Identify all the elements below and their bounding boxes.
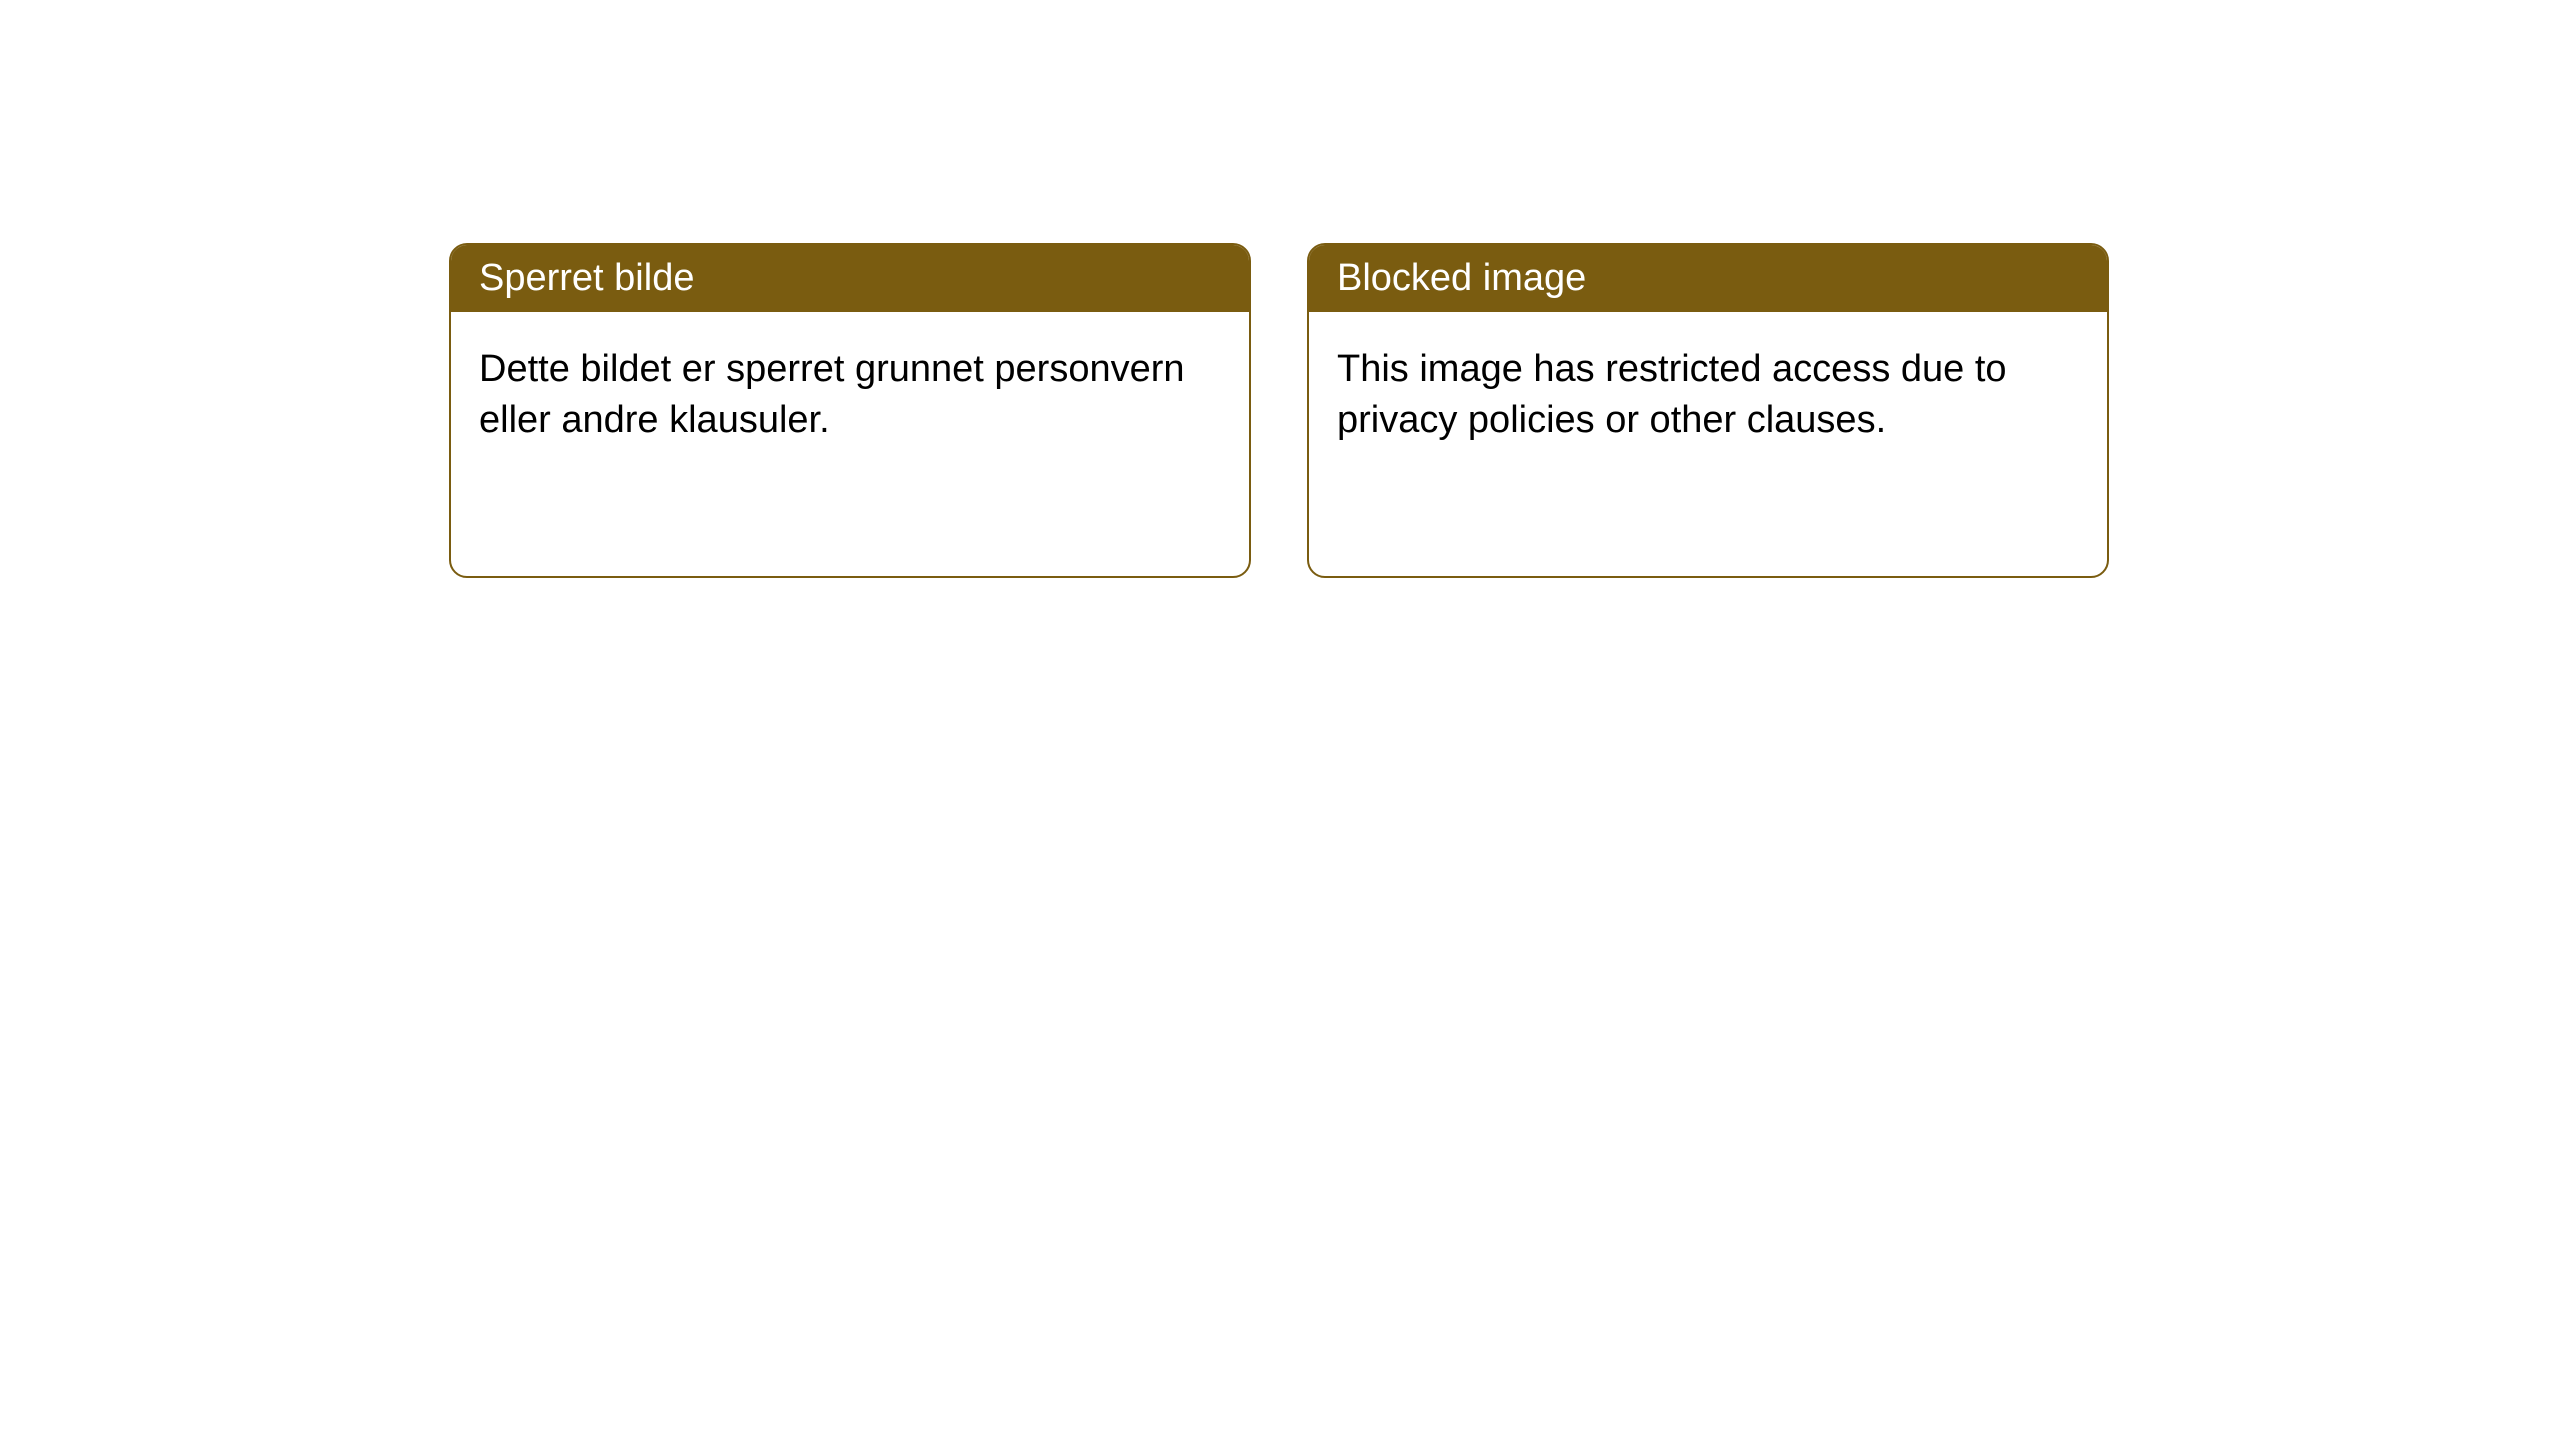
card-body-text: This image has restricted access due to … (1337, 348, 2007, 441)
card-body: This image has restricted access due to … (1309, 312, 2107, 479)
notice-card-norwegian: Sperret bilde Dette bildet er sperret gr… (449, 243, 1251, 578)
card-title: Blocked image (1337, 257, 1586, 299)
notice-container: Sperret bilde Dette bildet er sperret gr… (449, 243, 2109, 578)
notice-card-english: Blocked image This image has restricted … (1307, 243, 2109, 578)
card-header: Sperret bilde (451, 245, 1249, 312)
card-title: Sperret bilde (479, 257, 694, 299)
card-body-text: Dette bildet er sperret grunnet personve… (479, 348, 1185, 441)
card-body: Dette bildet er sperret grunnet personve… (451, 312, 1249, 479)
card-header: Blocked image (1309, 245, 2107, 312)
